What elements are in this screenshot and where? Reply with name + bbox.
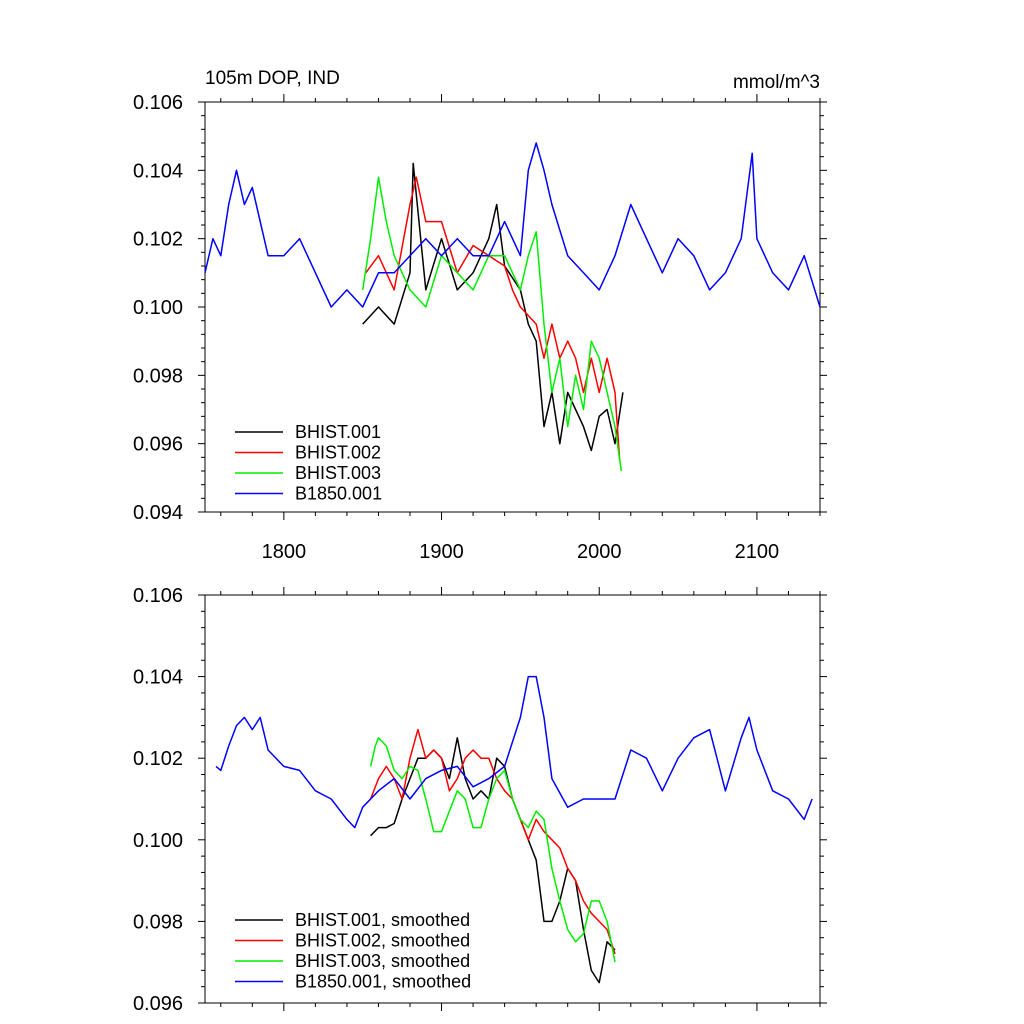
legend-label: BHIST.001, smoothed	[295, 910, 470, 930]
legend-label: BHIST.002	[295, 443, 381, 463]
series-line-b1850-001-smoothed	[215, 675, 813, 829]
legend-label: BHIST.002, smoothed	[295, 931, 470, 951]
series-line-bhist-002-smoothed	[369, 728, 616, 955]
x-tick-label: 2000	[577, 541, 622, 563]
top-panel-title: 105m DOP, IND	[205, 68, 340, 89]
y-tick-label: 0.100	[133, 830, 183, 852]
y-tick-label: 0.098	[133, 365, 183, 387]
top-panel: 105m DOP, IND mmol/m^3 0.094 0.096 0.098 0.…	[133, 68, 827, 563]
x-tick-label: 1800	[262, 541, 307, 563]
y-tick-label: 0.094	[133, 502, 183, 524]
y-tick-label: 0.106	[133, 585, 183, 607]
y-tick-label: 0.096	[133, 993, 183, 1015]
y-tick-label: 0.096	[133, 434, 183, 456]
y-tick-label: 0.106	[133, 92, 183, 114]
y-tick-label: 0.104	[133, 160, 183, 182]
series-line-bhist-002	[365, 176, 621, 461]
y-tick-label: 0.104	[133, 667, 183, 689]
series-line-b1850-001	[204, 142, 821, 308]
legend-label: BHIST.003, smoothed	[295, 951, 470, 971]
legend-label: B1850.001	[295, 484, 382, 504]
x-tick-label: 2100	[735, 541, 780, 563]
y-tick-label: 0.098	[133, 911, 183, 933]
y-tick-label: 0.102	[133, 229, 183, 251]
top-panel-units: mmol/m^3	[733, 72, 820, 93]
legend-label: BHIST.003	[295, 463, 381, 483]
x-tick-label: 1900	[419, 541, 464, 563]
plot-frame	[204, 594, 821, 1004]
legend-label: B1850.001, smoothed	[295, 972, 471, 992]
series-line-bhist-003-smoothed	[369, 737, 616, 963]
bottom-panel: 0.096 0.098 0.100 0.102 0.104 0.106 BHIST.001,…	[133, 585, 827, 1015]
y-tick-label: 0.100	[133, 297, 183, 319]
series-line-bhist-003	[361, 176, 623, 472]
legend-label: BHIST.001	[295, 422, 381, 442]
y-tick-label: 0.102	[133, 748, 183, 770]
